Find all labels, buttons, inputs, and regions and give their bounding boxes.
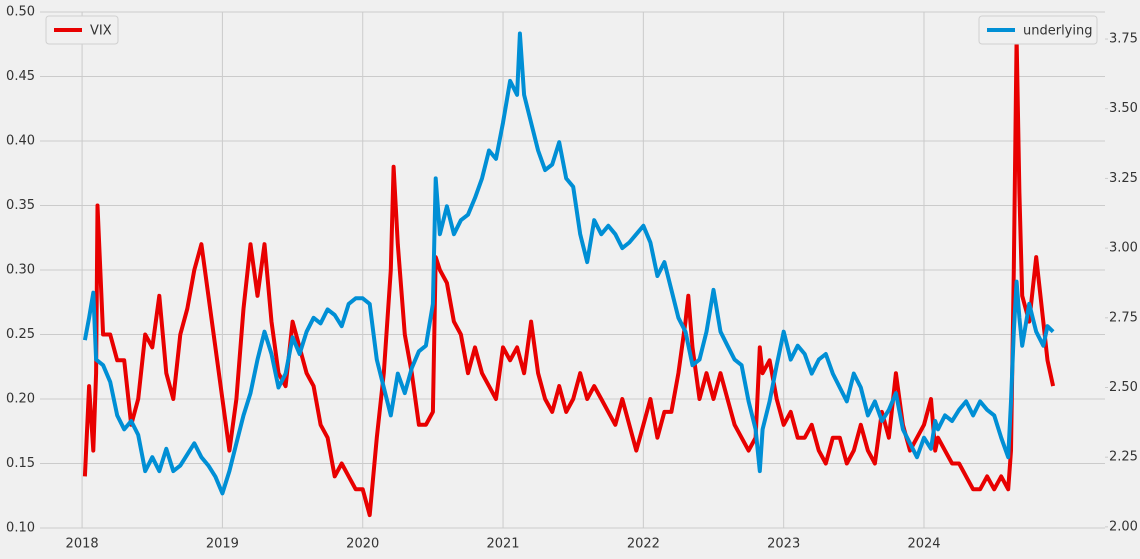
legend-box — [978, 15, 1098, 45]
y2-tick-label: 2.75 — [1109, 310, 1138, 325]
x-tick-label: 2024 — [907, 537, 940, 552]
y2-tick-label: 2.25 — [1109, 450, 1138, 465]
x-tick-label: 2023 — [767, 537, 800, 552]
x-tick-label: 2020 — [346, 537, 379, 552]
y-tick-label: 0.30 — [6, 263, 35, 278]
x-tick-label: 2022 — [627, 537, 660, 552]
y2-tick-label: 2.00 — [1109, 519, 1138, 534]
legend-label: underlying — [1023, 24, 1092, 39]
y2-tick-label: 3.00 — [1109, 241, 1138, 256]
y2-tick-label: 2.50 — [1109, 380, 1138, 395]
y-tick-label: 0.45 — [6, 69, 35, 84]
y-tick-label: 0.35 — [6, 198, 35, 213]
y-tick-label: 0.15 — [6, 456, 35, 471]
legend: underlying — [978, 15, 1098, 45]
legend: VIX — [45, 15, 119, 45]
y-tick-label: 0.20 — [6, 392, 35, 407]
x-tick-label: 2018 — [66, 537, 99, 552]
y2-tick-label: 3.50 — [1109, 101, 1138, 116]
y-tick-label: 0.50 — [6, 5, 35, 20]
x-tick-label: 2021 — [486, 537, 519, 552]
series-line — [82, 31, 1055, 496]
y2-tick-label: 3.75 — [1109, 32, 1138, 47]
y2-tick-label: 3.25 — [1109, 171, 1138, 186]
legend-label: VIX — [90, 24, 112, 39]
y-tick-label: 0.25 — [6, 327, 35, 342]
y-tick-label: 0.40 — [6, 134, 35, 149]
y-tick-label: 0.10 — [6, 521, 35, 536]
x-tick-label: 2019 — [206, 537, 239, 552]
